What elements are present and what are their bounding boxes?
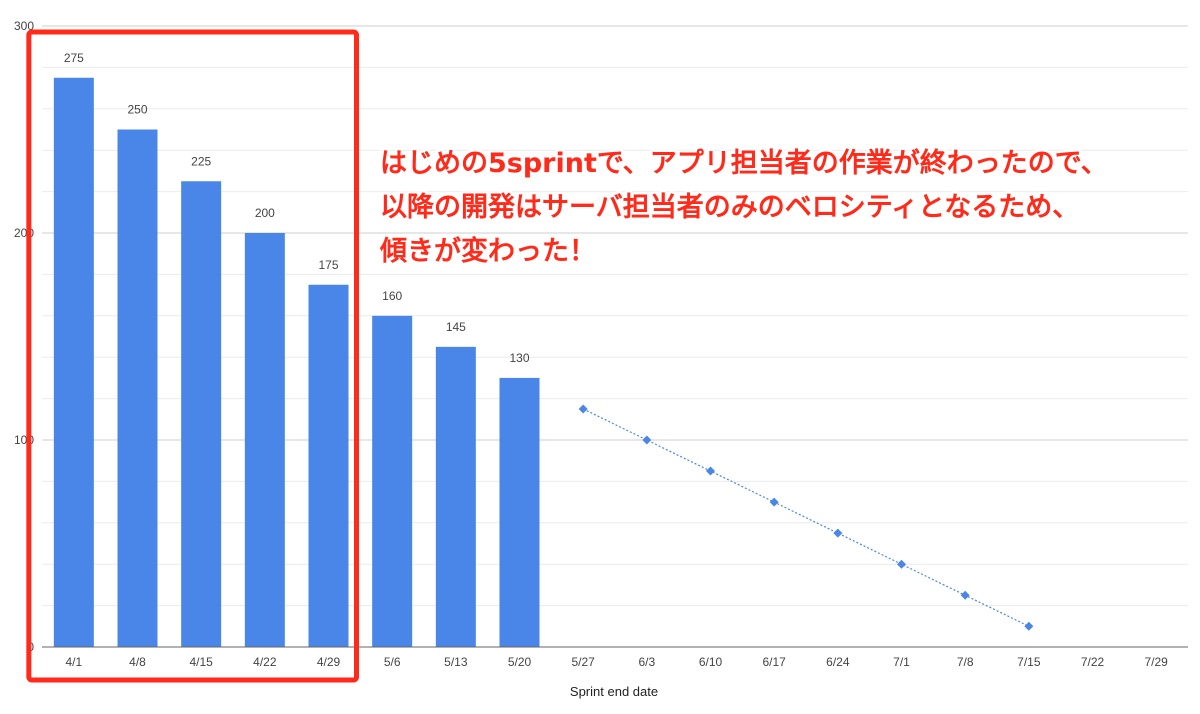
annotation-line-2: 以降の開発はサーバ担当者のみのベロシティとなるため、 <box>380 192 1080 223</box>
bar-value-label: 175 <box>318 258 338 272</box>
x-tick-label: 7/29 <box>1144 655 1168 669</box>
projection-point <box>769 497 779 507</box>
x-tick-label: 6/24 <box>826 655 850 669</box>
projection-point <box>706 466 715 476</box>
bar-value-label: 250 <box>127 103 147 117</box>
bar-value-label: 225 <box>191 154 211 168</box>
bar <box>308 284 349 647</box>
projection-point <box>960 590 970 600</box>
annotation-line-1: はじめの5sprintで、アプリ担当者の作業が終わったので、 <box>380 148 1108 179</box>
bar-value-label: 275 <box>64 51 84 65</box>
bar-value-label: 160 <box>382 289 402 303</box>
x-tick-label: 4/22 <box>253 655 277 669</box>
bar-value-label: 130 <box>509 351 529 365</box>
projection-line <box>582 408 1030 627</box>
x-tick-label: 7/8 <box>957 655 974 669</box>
bar-data-labels: 275 250 225 200 175 160 145 130 <box>64 51 530 365</box>
x-tick-label: 5/20 <box>508 655 532 669</box>
x-tick-label: 5/13 <box>444 655 468 669</box>
y-tick-label: 300 <box>14 19 34 33</box>
projection-point <box>897 559 906 569</box>
x-tick-label: 5/6 <box>384 655 401 669</box>
x-tick-label: 7/15 <box>1017 655 1041 669</box>
annotation-line-3: 傾きが変わった！ <box>380 236 596 267</box>
annotation-text: はじめの5sprintで、アプリ担当者の作業が終わったので、 以降の開発はサーバ… <box>380 142 1108 274</box>
projection-point <box>833 528 843 538</box>
x-tick-label: 6/17 <box>762 655 786 669</box>
grid-lines <box>42 25 1188 648</box>
x-tick-label: 4/15 <box>189 655 213 669</box>
x-tick-label: 7/22 <box>1081 655 1105 669</box>
projection-point <box>578 404 588 414</box>
bar <box>117 129 158 647</box>
x-tick-label: 6/3 <box>638 655 655 669</box>
x-axis-title: Sprint end date <box>570 684 658 699</box>
x-tick-label: 4/1 <box>65 655 82 669</box>
bar <box>435 346 476 647</box>
projection-point <box>642 435 652 445</box>
bars <box>53 77 540 647</box>
bar <box>53 77 94 647</box>
bar <box>244 233 285 647</box>
highlight-box <box>26 29 359 683</box>
x-tick-label: 4/8 <box>129 655 146 669</box>
bar-value-label: 200 <box>255 206 275 220</box>
bar <box>181 181 222 647</box>
x-tick-label: 5/27 <box>571 655 595 669</box>
bar-value-label: 145 <box>446 320 466 334</box>
projection-series <box>578 404 1034 631</box>
bar <box>499 377 540 647</box>
bar <box>372 315 413 647</box>
x-tick-label: 7/1 <box>893 655 910 669</box>
projection-point <box>1024 621 1034 631</box>
x-axis: 4/1 4/8 4/15 4/22 4/29 5/6 5/13 5/20 5/27 6/3 6/10… <box>42 646 1188 669</box>
x-tick-label: 6/10 <box>699 655 723 669</box>
x-tick-label: 4/29 <box>317 655 341 669</box>
